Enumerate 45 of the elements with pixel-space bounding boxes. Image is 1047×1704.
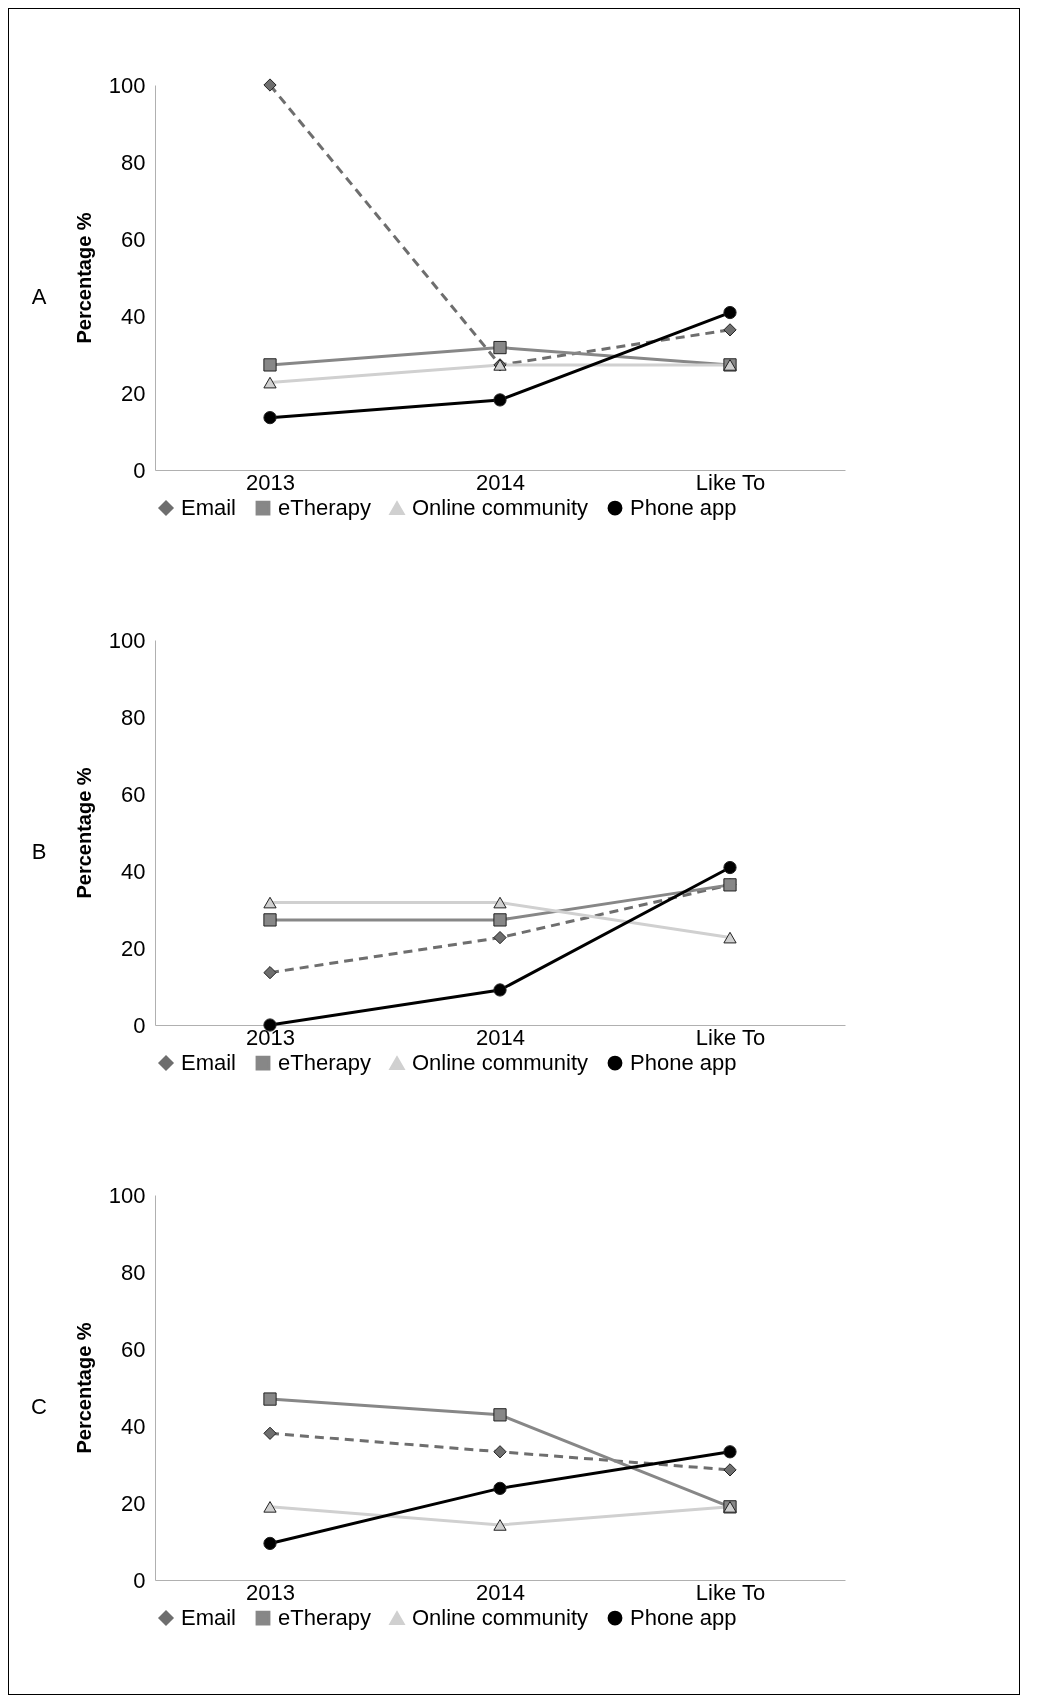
legend-label: Online community [412, 494, 589, 520]
legend-label: Email [181, 1604, 237, 1630]
y-axis-title: Percentage % [72, 1321, 95, 1454]
legend-label: Phone app [630, 1049, 737, 1075]
y-tick-label: 40 [121, 1413, 146, 1438]
text: C [31, 1393, 47, 1419]
y-tick-label: 20 [121, 380, 146, 405]
y-tick-label: 40 [121, 858, 146, 883]
y-tick-label: 80 [121, 149, 146, 174]
x-tick-label: 2014 [476, 469, 525, 494]
y-tick-label: 80 [121, 1259, 146, 1284]
text: B [31, 838, 47, 864]
x-tick-label: 2013 [246, 1024, 295, 1049]
x-tick-label: 2013 [246, 469, 295, 494]
legend-label: Email [181, 1049, 237, 1075]
x-tick-label: Like To [695, 1024, 766, 1049]
y-axis-title: Percentage % [72, 766, 95, 899]
x-tick-label: 2014 [476, 1024, 525, 1049]
y-tick-label: 100 [108, 72, 146, 97]
text: A [31, 283, 47, 309]
y-axis-title: Percentage % [72, 211, 95, 344]
legend-label: Phone app [630, 494, 737, 520]
y-tick-label: 60 [121, 1336, 146, 1361]
y-tick-label: 60 [121, 226, 146, 251]
x-tick-label: Like To [695, 1579, 766, 1604]
legend-label: eTherapy [278, 1049, 371, 1075]
legend-label: Online community [412, 1604, 589, 1630]
legend-label: eTherapy [278, 1604, 371, 1630]
legend-label: Phone app [630, 1604, 737, 1630]
x-tick-label: 2014 [476, 1579, 525, 1604]
y-tick-label: 20 [121, 1490, 146, 1515]
legend-label: Email [181, 494, 237, 520]
y-tick-label: 60 [121, 781, 146, 806]
y-tick-label: 0 [133, 1567, 146, 1592]
y-tick-label: 80 [121, 704, 146, 729]
legend-label: Online community [412, 1049, 589, 1075]
y-tick-label: 40 [121, 303, 146, 328]
y-tick-label: 0 [133, 457, 146, 482]
x-tick-label: Like To [695, 469, 766, 494]
y-tick-label: 100 [108, 627, 146, 652]
y-tick-label: 0 [133, 1012, 146, 1037]
x-tick-label: 2013 [246, 1579, 295, 1604]
y-tick-label: 20 [121, 935, 146, 960]
y-tick-label: 100 [108, 1182, 146, 1207]
legend-label: eTherapy [278, 494, 371, 520]
